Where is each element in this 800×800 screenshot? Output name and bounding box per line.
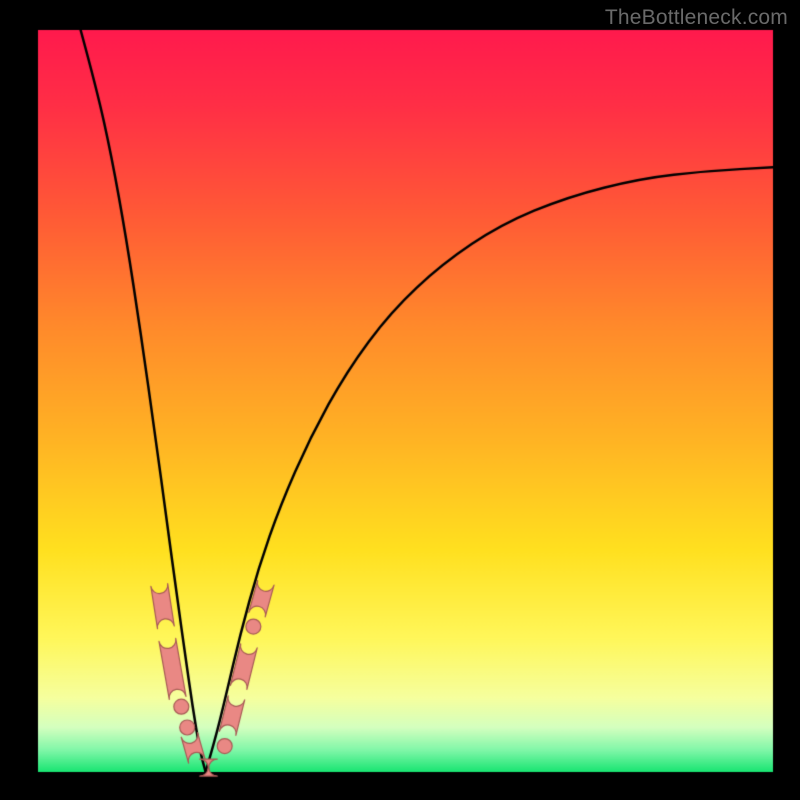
chart-stage: TheBottleneck.com	[0, 0, 800, 800]
bottleneck-curve-chart	[0, 0, 800, 800]
watermark-text: TheBottleneck.com	[605, 6, 788, 30]
